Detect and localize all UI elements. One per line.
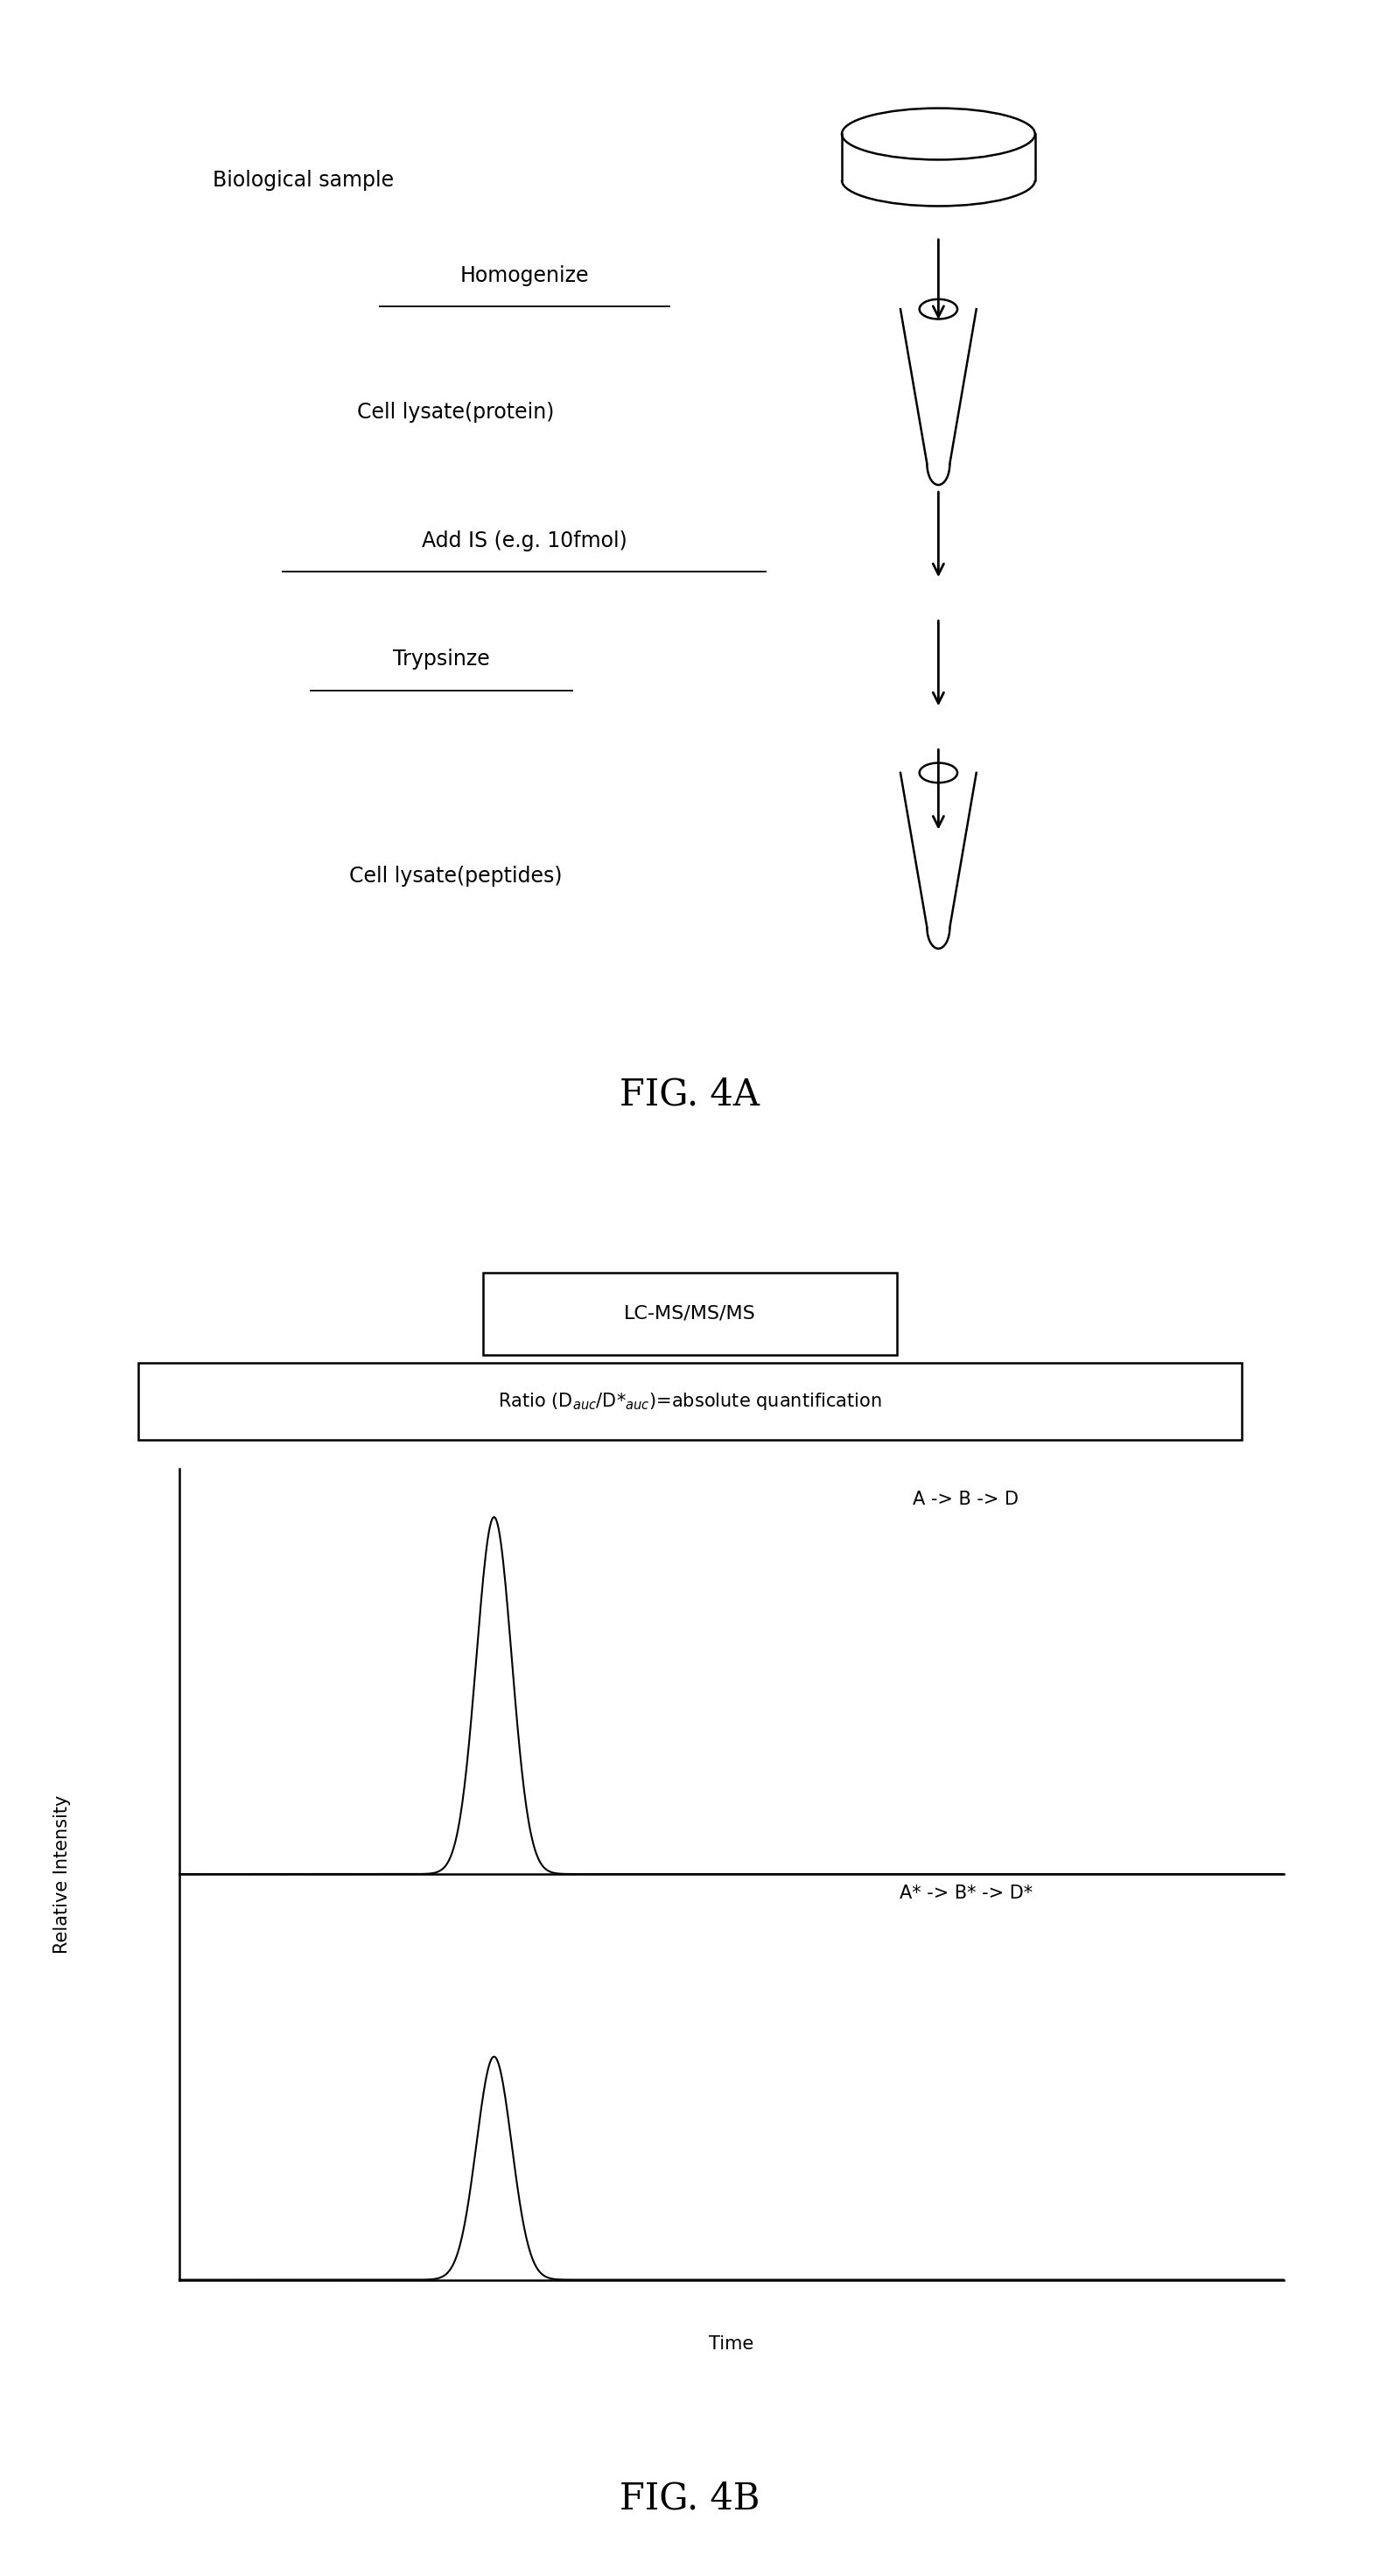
Text: Biological sample: Biological sample — [213, 170, 395, 191]
Text: LC-MS/MS/MS: LC-MS/MS/MS — [624, 1306, 756, 1321]
FancyBboxPatch shape — [138, 1363, 1242, 1440]
Text: A* -> B* -> D*: A* -> B* -> D* — [900, 1886, 1032, 1901]
FancyBboxPatch shape — [483, 1273, 897, 1355]
Text: Time: Time — [709, 2336, 753, 2352]
Text: FIG. 4A: FIG. 4A — [620, 1077, 760, 1113]
Text: Homogenize: Homogenize — [460, 265, 589, 286]
Text: Cell lysate(peptides): Cell lysate(peptides) — [349, 866, 562, 886]
Text: Relative Intensity: Relative Intensity — [54, 1795, 70, 1953]
Text: Add IS (e.g. 10fmol): Add IS (e.g. 10fmol) — [422, 531, 627, 551]
Text: Cell lysate(protein): Cell lysate(protein) — [357, 402, 553, 422]
Text: FIG. 4B: FIG. 4B — [620, 2481, 760, 2517]
Text: A -> B -> D: A -> B -> D — [914, 1492, 1018, 1507]
Text: Ratio (D$_{auc}$/D*$_{auc}$)=absolute quantification: Ratio (D$_{auc}$/D*$_{auc}$)=absolute qu… — [498, 1391, 882, 1412]
Text: Trypsinze: Trypsinze — [393, 649, 490, 670]
